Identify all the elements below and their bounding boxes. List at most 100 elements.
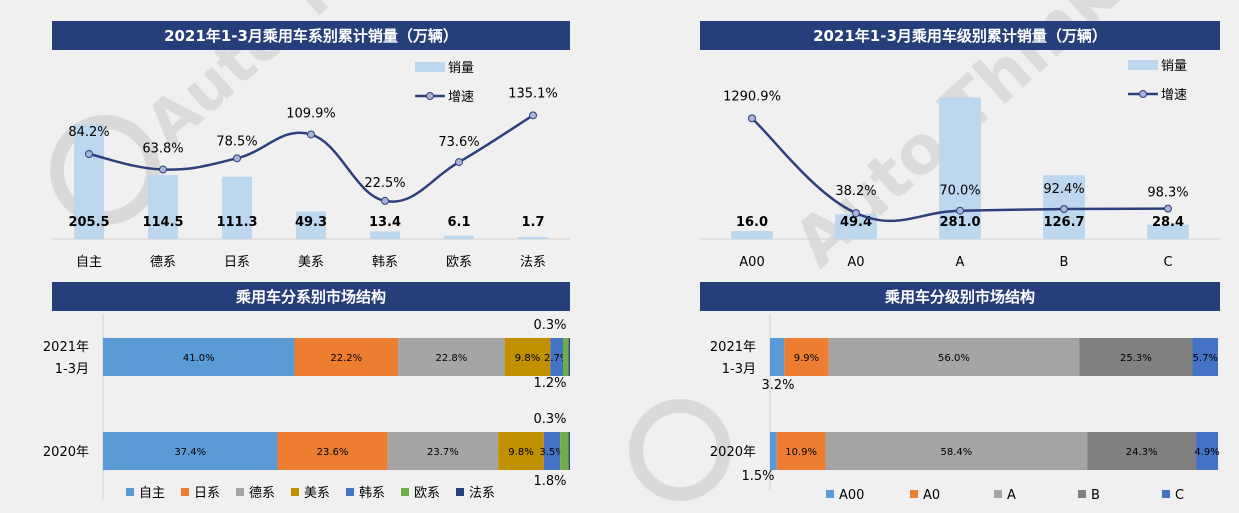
- legend-swatch-日系: [181, 488, 189, 496]
- legend-label-美系: 美系: [304, 486, 330, 501]
- bar-日系: [222, 176, 252, 239]
- stack-segment-A00: [770, 338, 785, 376]
- legend-label-德系: 德系: [249, 486, 275, 501]
- growth-value-label: 98.3%: [1147, 186, 1188, 201]
- legend-label-growth: 增速: [1161, 88, 1187, 103]
- legend-label-A00: A00: [839, 488, 864, 503]
- stack-segment-德系: [387, 432, 499, 470]
- x-tick-label: 韩系: [372, 255, 398, 270]
- segment-value-label: 2.7%: [544, 353, 569, 364]
- stack-segment-日系: [277, 432, 388, 470]
- growth-point: [381, 196, 389, 205]
- legend-swatch-A0: [910, 490, 918, 498]
- chart-title-banner: [52, 21, 570, 50]
- segment-value-label: 23.7%: [427, 447, 459, 458]
- stack-segment-自主: [103, 338, 295, 376]
- stack-segment-C: [1196, 432, 1218, 470]
- x-tick-label: 美系: [298, 255, 324, 270]
- growth-point: [529, 111, 537, 120]
- segment-value-label: 1.2%: [533, 376, 566, 391]
- bar-美系: [296, 211, 326, 239]
- segment-value-label: 3.5%: [539, 447, 564, 458]
- x-tick-label: C: [1163, 255, 1172, 270]
- stack-segment-韩系: [543, 432, 561, 470]
- legend-swatch-德系: [236, 488, 244, 496]
- segment-value-label: 37.4%: [174, 447, 206, 458]
- segment-value-label: 1.8%: [533, 474, 566, 489]
- legend-swatch-sales: [415, 62, 445, 72]
- growth-point: [748, 114, 756, 123]
- chart-title: 乘用车分级别市场结构: [884, 288, 1035, 306]
- bar-value-label: 114.5: [142, 215, 183, 230]
- x-tick-label: 日系: [224, 255, 250, 270]
- chart-title: 2021年1-3月乘用车系别累计销量（万辆）: [164, 27, 458, 45]
- segment-value-label: 58.4%: [940, 447, 972, 458]
- legend-swatch-B: [1078, 490, 1086, 498]
- bar-value-label: 126.7: [1043, 215, 1084, 230]
- bar-value-label: 111.3: [216, 215, 257, 230]
- growth-point: [85, 150, 93, 159]
- bar-A00: [731, 230, 773, 239]
- growth-value-label: 92.4%: [1043, 182, 1084, 197]
- segment-value-label: 56.0%: [938, 353, 970, 364]
- chart-origin-market-structure: 乘用车分系别市场结构 2021年 1-3月 41.0% 22.2% 22.8% 9.8% 2.…: [43, 282, 570, 501]
- bar-value-label: 49.4: [840, 215, 872, 230]
- category-label: 2021年: [43, 340, 89, 355]
- growth-point: [307, 130, 315, 139]
- bar-法系: [518, 237, 548, 239]
- chart-title: 2021年1-3月乘用车级别累计销量（万辆）: [813, 27, 1107, 45]
- growth-point: [455, 158, 463, 167]
- bar-欧系: [444, 235, 474, 239]
- legend-swatch-欧系: [401, 488, 409, 496]
- legend-label-法系: 法系: [469, 486, 495, 501]
- growth-value-label: 109.9%: [286, 106, 336, 121]
- legend-swatch-美系: [291, 488, 299, 496]
- category-label: 2020年: [43, 445, 89, 460]
- segment-value-label: 3.2%: [761, 378, 794, 393]
- stack-segment-欧系: [562, 338, 569, 376]
- bar-value-label: 281.0: [939, 215, 980, 230]
- bar-value-label: 13.4: [369, 215, 401, 230]
- bar-value-label: 6.1: [447, 215, 470, 230]
- bar-value-label: 16.0: [736, 215, 768, 230]
- legend-swatch-韩系: [346, 488, 354, 496]
- stack-segment-自主: [103, 432, 278, 470]
- watermark: Auto Thinker Auto Thinker: [50, 0, 1187, 501]
- legend-label-growth: 增速: [448, 90, 474, 105]
- bar-value-label: 205.5: [68, 215, 109, 230]
- x-tick-label: 欧系: [446, 255, 472, 270]
- x-tick-label: 自主: [76, 255, 102, 270]
- bar-value-label: 1.7: [521, 215, 544, 230]
- x-tick-label: A0: [847, 255, 864, 270]
- growth-point: [159, 165, 167, 174]
- stack-segment-日系: [294, 338, 399, 376]
- bar-value-label: 49.3: [295, 215, 327, 230]
- segment-value-label: 22.2%: [330, 353, 362, 364]
- legend-swatch-A: [994, 490, 1002, 498]
- watermark-logo-right: [629, 399, 731, 501]
- chart-segment-market-structure: 乘用车分级别市场结构 2021年 1-3月 3.2% 9.9% 56.0% 25.3% 5.7…: [700, 282, 1220, 503]
- chart-title-banner: [700, 282, 1220, 311]
- growth-value-label: 84.2%: [68, 125, 109, 140]
- stack-segment-法系: [568, 432, 570, 470]
- legend-label-日系: 日系: [194, 486, 220, 501]
- category-label: 1-3月: [55, 362, 89, 377]
- chart-title-banner: [52, 282, 570, 311]
- growth-point: [1060, 205, 1068, 214]
- x-tick-label: 法系: [520, 255, 546, 270]
- growth-value-label: 78.5%: [216, 134, 257, 149]
- segment-value-label: 4.9%: [1194, 447, 1219, 458]
- segment-value-label: 25.3%: [1120, 353, 1152, 364]
- segment-value-label: 10.9%: [785, 447, 817, 458]
- legend-label-A: A: [1007, 488, 1016, 503]
- legend-swatch-sales: [1128, 60, 1158, 70]
- growth-value-label: 73.6%: [438, 135, 479, 150]
- stack-segment-美系: [504, 338, 551, 376]
- legend-swatch-自主: [126, 488, 134, 496]
- chart-title-banner: [700, 21, 1220, 50]
- chart-segment-sales: 2021年1-3月乘用车级别累计销量（万辆） 16.0 A00 49.4 A0 281.0…: [700, 21, 1220, 270]
- stack-segment-法系: [568, 338, 570, 376]
- stack-segment-A0: [784, 338, 829, 376]
- legend-label-A0: A0: [923, 488, 940, 503]
